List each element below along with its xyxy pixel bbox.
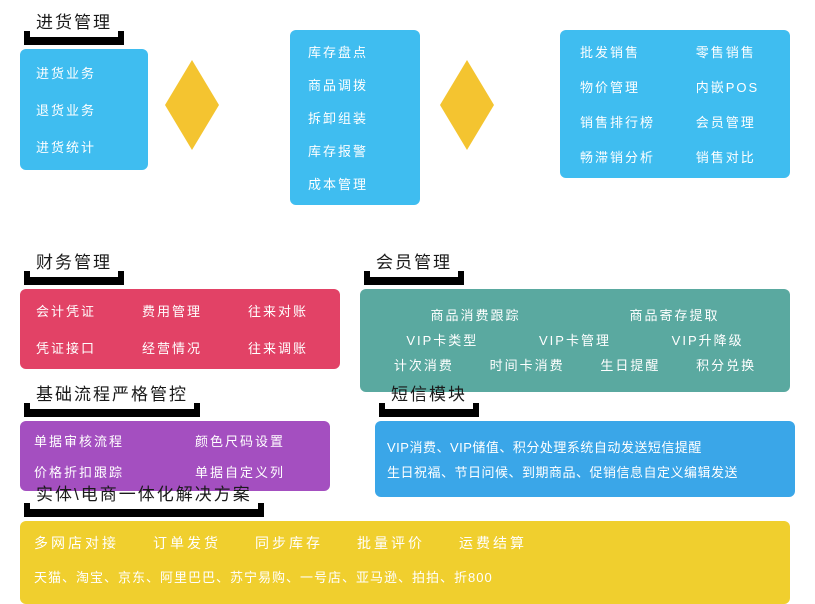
module-line: VIP消费、VIP储值、积分处理系统自动发送短信提醒 [387,437,783,456]
module-item: 多网店对接 [34,533,119,553]
module-item: 内嵌POS [696,77,770,96]
module-item: 库存报警 [308,141,402,160]
module-item: VIP卡管理 [539,330,611,349]
module-item: 颜色尺码设置 [195,431,316,450]
module-item: 往来调账 [248,338,324,357]
module-item: 拆卸组装 [308,108,402,127]
module-item: 往来对账 [248,301,324,320]
module-inventory: 库存盘点商品调拨拆卸组装库存报警成本管理 [290,30,420,205]
module-item: 商品消费跟踪 [430,305,520,324]
module-item: 凭证接口 [36,338,112,357]
module-title: 实体\电商一体化解决方案 [26,478,262,517]
module-item: 同步库存 [255,533,323,553]
module-title: 财务管理 [26,246,122,285]
module-finance: 财务管理会计凭证 费用管理 往来对账凭证接口 经营情况 往来调账 [20,246,340,369]
module-item: 经营情况 [142,338,218,357]
module-process: 基础流程严格管控单据审核流程颜色尺码设置价格折扣跟踪单据自定义列 [20,378,330,491]
module-item: 退货业务 [36,100,132,119]
module-panel: 库存盘点商品调拨拆卸组装库存报警成本管理 [290,30,420,205]
module-title: 短信模块 [381,378,477,417]
module-item: 会计凭证 [36,301,112,320]
module-title: 进货管理 [26,6,122,45]
module-member: 会员管理商品消费跟踪 商品寄存提取 VIP卡类型 VIP卡管理 VIP升降级计次消费 时间… [360,246,790,392]
module-ecommerce: 实体\电商一体化解决方案多网店对接 订单发货 同步库存 批量评价 运费结算天猫、淘宝、京… [20,478,790,604]
module-item: 进货统计 [36,137,132,156]
module-item: 批量评价 [357,533,425,553]
module-item: 生日提醒 [600,355,660,374]
module-item: 库存盘点 [308,42,402,61]
module-item: 批发销售 [580,42,666,61]
module-line: 天猫、淘宝、京东、阿里巴巴、苏宁易购、一号店、亚马逊、拍拍、折800 [34,567,776,586]
module-sales: 批发销售 零售销售物价管理 内嵌POS 销售排行榜 会员管理畅滞销分析 销售对比 [560,30,790,178]
module-item: 时间卡消费 [490,355,565,374]
module-item: 运费结算 [459,533,527,553]
module-item: 零售销售 [696,42,770,61]
module-item: VIP卡类型 [406,330,478,349]
module-item: 订单发货 [153,533,221,553]
module-item: 单据审核流程 [34,431,155,450]
module-item: 成本管理 [308,174,402,193]
module-panel: 会计凭证 费用管理 往来对账凭证接口 经营情况 往来调账 [20,289,340,369]
module-title: 基础流程严格管控 [26,378,198,417]
module-item: 畅滞销分析 [580,147,666,166]
module-item: VIP升降级 [672,330,744,349]
module-panel: 进货业务退货业务进货统计 [20,49,148,170]
module-title: 会员管理 [366,246,462,285]
module-purchase: 进货管理进货业务退货业务进货统计 [20,6,148,170]
module-item: 商品寄存提取 [629,305,719,324]
connector-diamond [165,60,219,150]
module-panel: 批发销售 零售销售物价管理 内嵌POS 销售排行榜 会员管理畅滞销分析 销售对比 [560,30,790,178]
module-item: 销售排行榜 [580,112,666,131]
module-item: 费用管理 [142,301,218,320]
connector-diamond [440,60,494,150]
module-item: 会员管理 [696,112,770,131]
module-item: 积分兑换 [696,355,756,374]
module-item: 销售对比 [696,147,770,166]
module-item: 物价管理 [580,77,666,96]
module-item: 进货业务 [36,63,132,82]
module-item: 计次消费 [394,355,454,374]
module-panel: 商品消费跟踪 商品寄存提取 VIP卡类型 VIP卡管理 VIP升降级计次消费 时间卡消费 生… [360,289,790,392]
module-item: 商品调拨 [308,75,402,94]
